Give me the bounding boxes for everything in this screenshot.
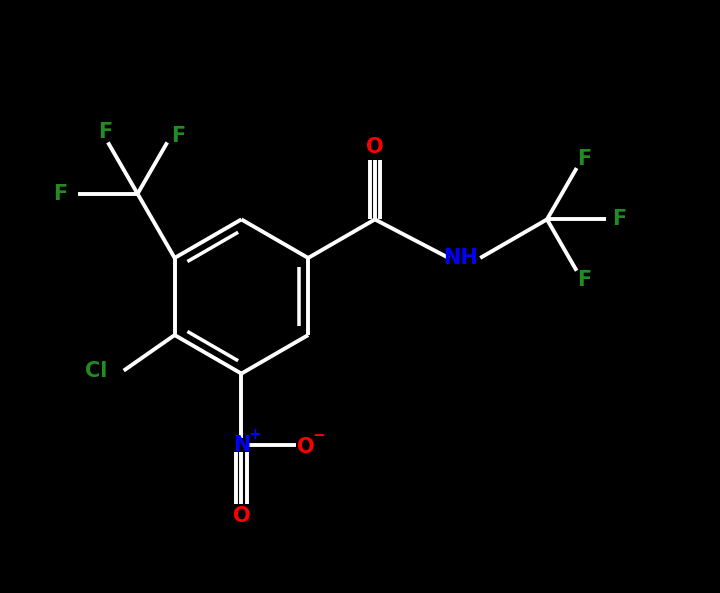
Text: +: +: [248, 426, 261, 442]
Text: F: F: [53, 184, 68, 204]
Text: O: O: [233, 506, 251, 526]
Text: O: O: [297, 436, 314, 457]
Text: F: F: [98, 122, 112, 142]
Text: N: N: [233, 435, 250, 455]
Text: F: F: [171, 126, 185, 146]
Text: NH: NH: [444, 248, 478, 268]
Text: F: F: [577, 270, 591, 289]
Text: Cl: Cl: [85, 361, 107, 381]
Text: F: F: [577, 149, 591, 169]
Text: O: O: [366, 137, 384, 157]
Text: F: F: [612, 209, 626, 229]
Text: −: −: [312, 428, 325, 443]
